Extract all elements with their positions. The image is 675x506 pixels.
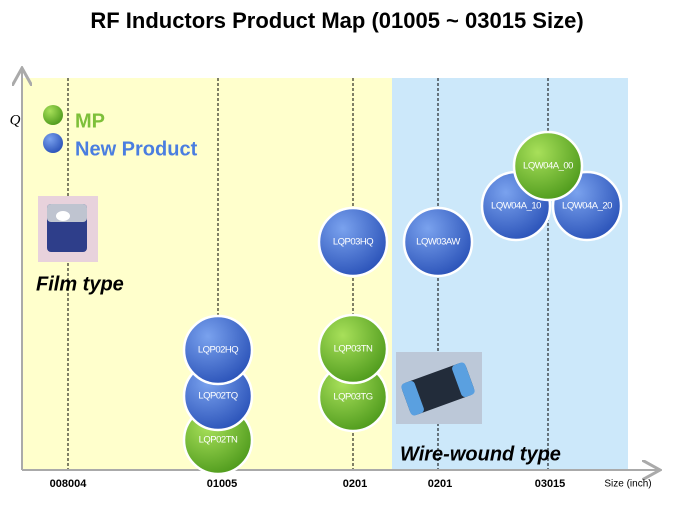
product: LQP03HQ: [317, 206, 389, 278]
wire-image: [396, 352, 482, 424]
product-circle: [182, 314, 254, 386]
region-label: Film type: [36, 273, 124, 295]
product-circle: [402, 206, 474, 278]
product-circle: [512, 130, 584, 202]
product-label: LQW04A_10: [491, 201, 541, 212]
product-label: LQP03HQ: [333, 237, 373, 248]
product-label: LQP03TN: [334, 344, 373, 355]
legend-dot: [43, 105, 63, 125]
x-tick-label: 0201: [428, 478, 452, 490]
x-tick-label: 0201: [343, 478, 367, 490]
x-tick-label: 03015: [535, 478, 566, 490]
product-label: LQW03AW: [416, 237, 460, 248]
product-label: LQP02HQ: [198, 345, 238, 356]
film-image: [38, 196, 98, 262]
product: LQW04A_00: [512, 130, 584, 202]
y-label: Q: [10, 112, 21, 128]
x-tick-label: 008004: [50, 478, 88, 490]
product-circle: [317, 313, 389, 385]
title: RF Inductors Product Map (01005 ~ 03015 …: [90, 8, 583, 33]
product-label: LQW04A_20: [562, 201, 612, 212]
legend-dot: [43, 133, 63, 153]
product-label: LQP02TQ: [198, 391, 237, 402]
product-circle: [317, 206, 389, 278]
product: LQP02HQ: [182, 314, 254, 386]
product: LQW03AW: [402, 206, 474, 278]
x-label: Size (inch): [604, 479, 651, 490]
legend-label: New Product: [75, 138, 198, 160]
legend-label: MP: [75, 110, 105, 132]
product-label: LQW04A_00: [523, 161, 573, 172]
x-tick-label: 01005: [207, 478, 238, 490]
product-label: LQP03TG: [333, 392, 372, 403]
product: LQP03TN: [317, 313, 389, 385]
region-label: Wire-wound type: [400, 443, 561, 465]
product-label: LQP02TN: [199, 435, 238, 446]
